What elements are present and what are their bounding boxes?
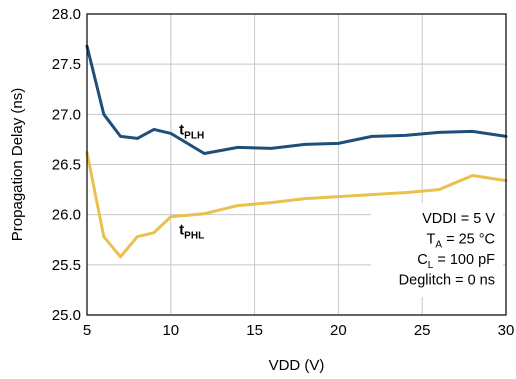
conditions-annotation: VDDI = 5 VTA = 25 °CCL = 100 pFDeglitch … [399, 211, 496, 289]
y-axis-ticks: 25.0 25.5 26.0 26.5 27.0 27.5 28.0 [52, 6, 81, 324]
y-axis-title: Propagation Delay (ns) [9, 88, 26, 241]
series-label-plh: tPLH [179, 121, 204, 141]
y-tick-label-26.0: 26.0 [52, 207, 81, 224]
series-line-plh [85, 44, 508, 155]
series-line-phl [85, 151, 508, 259]
condition-line-1: VDDI = 5 V [422, 211, 495, 227]
x-tick-label-10: 10 [162, 322, 179, 339]
series-label-main: t [179, 222, 184, 239]
x-tick-label-20: 20 [330, 322, 347, 339]
series-layer [85, 44, 508, 259]
x-tick-label-30: 30 [498, 322, 515, 339]
y-tick-label-28.0: 28.0 [52, 6, 81, 23]
condition-main: VDDI = 5 V [422, 211, 495, 227]
condition-line-3: CL = 100 pF [417, 252, 495, 271]
condition-main: T [427, 232, 436, 248]
condition-rest: = 100 pF [433, 252, 495, 268]
condition-sub: L [428, 260, 434, 271]
condition-line-2: TA = 25 °C [427, 232, 495, 251]
condition-rest: = 25 °C [442, 232, 495, 248]
condition-sub: A [435, 240, 442, 251]
series-label-main: t [179, 121, 184, 138]
x-tick-label-15: 15 [246, 322, 263, 339]
y-tick-label-27.5: 27.5 [52, 56, 81, 73]
x-axis-ticks: 5 10 15 20 25 30 [83, 322, 515, 339]
condition-main: Deglitch = 0 ns [399, 273, 495, 289]
plot-frame [86, 13, 507, 316]
x-axis-title: VDD (V) [269, 357, 325, 374]
y-tick-label-26.5: 26.5 [52, 157, 81, 174]
series-label-sub: PLH [184, 130, 204, 141]
condition-main: C [417, 252, 427, 268]
series-label-sub: PHL [184, 231, 204, 242]
x-tick-label-5: 5 [83, 322, 91, 339]
annotation-background [371, 203, 503, 297]
x-tick-label-25: 25 [414, 322, 431, 339]
y-tick-label-27.0: 27.0 [52, 106, 81, 123]
y-tick-label-25.5: 25.5 [52, 257, 81, 274]
series-label-phl: tPHL [179, 222, 204, 242]
condition-line-4: Deglitch = 0 ns [399, 273, 495, 289]
y-tick-label-25.0: 25.0 [52, 307, 81, 324]
